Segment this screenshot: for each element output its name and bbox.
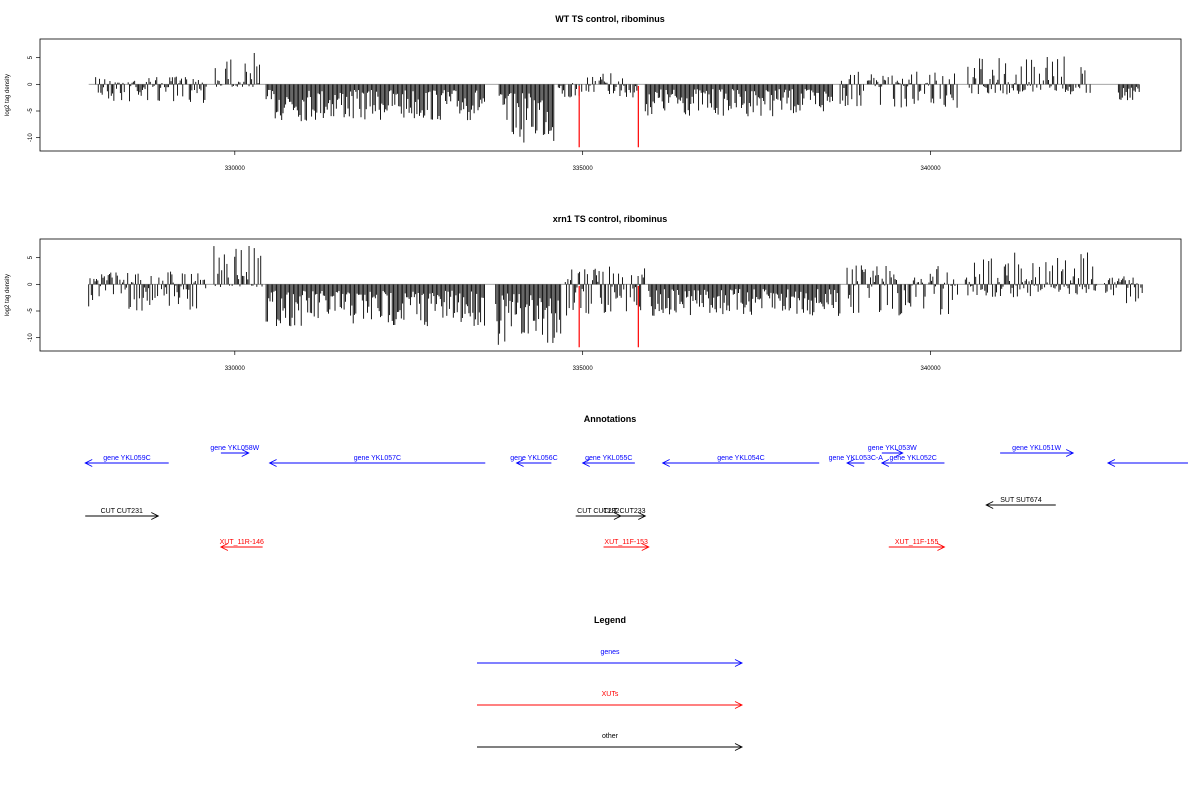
x-tick-label: 330000	[225, 366, 246, 372]
arrow-head	[734, 701, 744, 709]
x-tick-label: 330000	[225, 166, 246, 172]
y-tick-label: -5	[28, 308, 34, 314]
chart-title: xrn1 TS control, ribominus	[553, 214, 668, 224]
x-tick-label: 340000	[921, 366, 942, 372]
annotation-item: CUT CUT233	[603, 508, 647, 520]
y-axis-label: log2 tag density	[5, 274, 11, 316]
x-tick-label: 340000	[921, 166, 942, 172]
annotation-item: gene YKL055C	[581, 455, 635, 467]
track-panel-xrn1: xrn1 TS control, ribominus 5 0 -5 -10 330000…	[5, 214, 1182, 372]
arrow-head	[985, 501, 994, 509]
annotation-item: XUT_11F-155	[888, 539, 946, 551]
legend: Legend genes XUTs other	[477, 615, 744, 751]
annotation-label: gene YKL053W	[868, 445, 917, 452]
chart-title: WT TS control, ribominus	[555, 14, 665, 24]
arrow-head	[846, 459, 855, 467]
annotation-item: gene YKL057C	[268, 455, 486, 467]
arrow-head	[734, 743, 744, 751]
legend-item: other	[477, 733, 744, 751]
annotation-label: XUT_11F-153	[604, 539, 648, 546]
annotation-label: gene YKL051W	[1012, 445, 1061, 452]
annotation-item: gene YKL051W	[1000, 445, 1075, 457]
arrow-head	[219, 543, 229, 551]
annotation-label: gene YKL053C-A	[829, 455, 884, 462]
density-bars	[88, 246, 1143, 348]
annotation-item: gene YKL053W	[868, 445, 917, 457]
annotation-item: SUT SUT674	[985, 497, 1056, 509]
arrow-head	[515, 459, 524, 467]
arrow-head	[895, 449, 904, 457]
annotation-items: gene YKL059C gene YKL058W gene YKL057C gene…	[84, 445, 1188, 551]
y-tick-label: 5	[28, 255, 34, 259]
annotation-item: XUT_11F-153	[603, 539, 650, 551]
annotation-label: CUT CUT232	[577, 508, 619, 515]
arrow-head	[641, 543, 650, 551]
arrow-head	[151, 512, 160, 520]
annotation-label: XUT_11F-155	[895, 539, 939, 546]
arrow-head	[638, 512, 647, 520]
annotation-item: gene YKL054C	[661, 455, 820, 467]
legend-items: genes XUTs other	[477, 649, 744, 751]
arrow-head	[1065, 449, 1075, 457]
annotation-item: gene YKL056C	[510, 455, 558, 467]
annotation-item: gene YKL058W	[210, 445, 260, 457]
annotation-item: CUT CUT231	[85, 508, 160, 520]
annotations-title: Annotations	[584, 414, 637, 424]
y-axis-label: log2 tag density	[5, 74, 11, 116]
density-bars	[88, 52, 1140, 148]
legend-label: other	[602, 733, 619, 740]
annotation-label: CUT CUT231	[101, 508, 143, 515]
arrow-head	[880, 459, 890, 467]
legend-item: genes	[477, 649, 744, 667]
legend-label: XUTs	[602, 691, 619, 698]
arrow-head	[241, 449, 250, 457]
y-tick-label: -10	[28, 333, 34, 342]
annotation-label: gene YKL056C	[510, 455, 557, 462]
annotation-label: gene YKL058W	[210, 445, 259, 452]
annotation-label: gene YKL054C	[717, 455, 764, 462]
annotation-item: gene YKL053C-A	[829, 455, 884, 467]
annotation-label: XUT_11R-146	[220, 539, 264, 546]
arrow-head	[581, 459, 590, 467]
annotation-label: SUT SUT674	[1000, 497, 1042, 504]
legend-title: Legend	[594, 615, 626, 625]
arrow-head	[937, 543, 946, 551]
annotation-label: gene YKL052C	[889, 455, 936, 462]
track-panel-wt: WT TS control, ribominus 5 0 -5 -10 330000 33…	[5, 14, 1182, 172]
y-tick-label: 0	[28, 282, 34, 286]
legend-item: XUTs	[477, 691, 744, 709]
axes: 5 0 -5 -10 330000 335000 340000	[28, 55, 941, 172]
annotation-label: gene YKL059C	[103, 455, 150, 462]
y-tick-label: -10	[28, 133, 34, 142]
x-tick-label: 335000	[573, 166, 594, 172]
plot-frame	[39, 238, 1182, 352]
y-tick-label: 5	[28, 55, 34, 59]
plot-frame	[39, 38, 1182, 152]
annotation-item: XUT_11R-146	[220, 539, 264, 551]
annotation-item: gene YKL052C	[880, 455, 945, 467]
x-tick-label: 335000	[573, 366, 594, 372]
arrow-head	[268, 459, 277, 467]
legend-label: genes	[600, 649, 620, 656]
arrow-head	[1106, 459, 1116, 467]
axes: 5 0 -5 -10 330000 335000 340000	[28, 255, 941, 372]
annotation-label: gene YKL055C	[585, 455, 632, 462]
annotation-label: gene YKL057C	[354, 455, 401, 462]
arrow-head	[734, 659, 744, 667]
arrow-head	[84, 459, 93, 467]
annotation-item	[1106, 459, 1188, 467]
y-tick-label: 0	[28, 82, 34, 86]
annotation-label: CUT CUT233	[603, 508, 645, 515]
y-tick-label: -5	[28, 108, 34, 114]
arrow-head	[661, 459, 670, 467]
annotation-item: gene YKL059C	[84, 455, 169, 467]
